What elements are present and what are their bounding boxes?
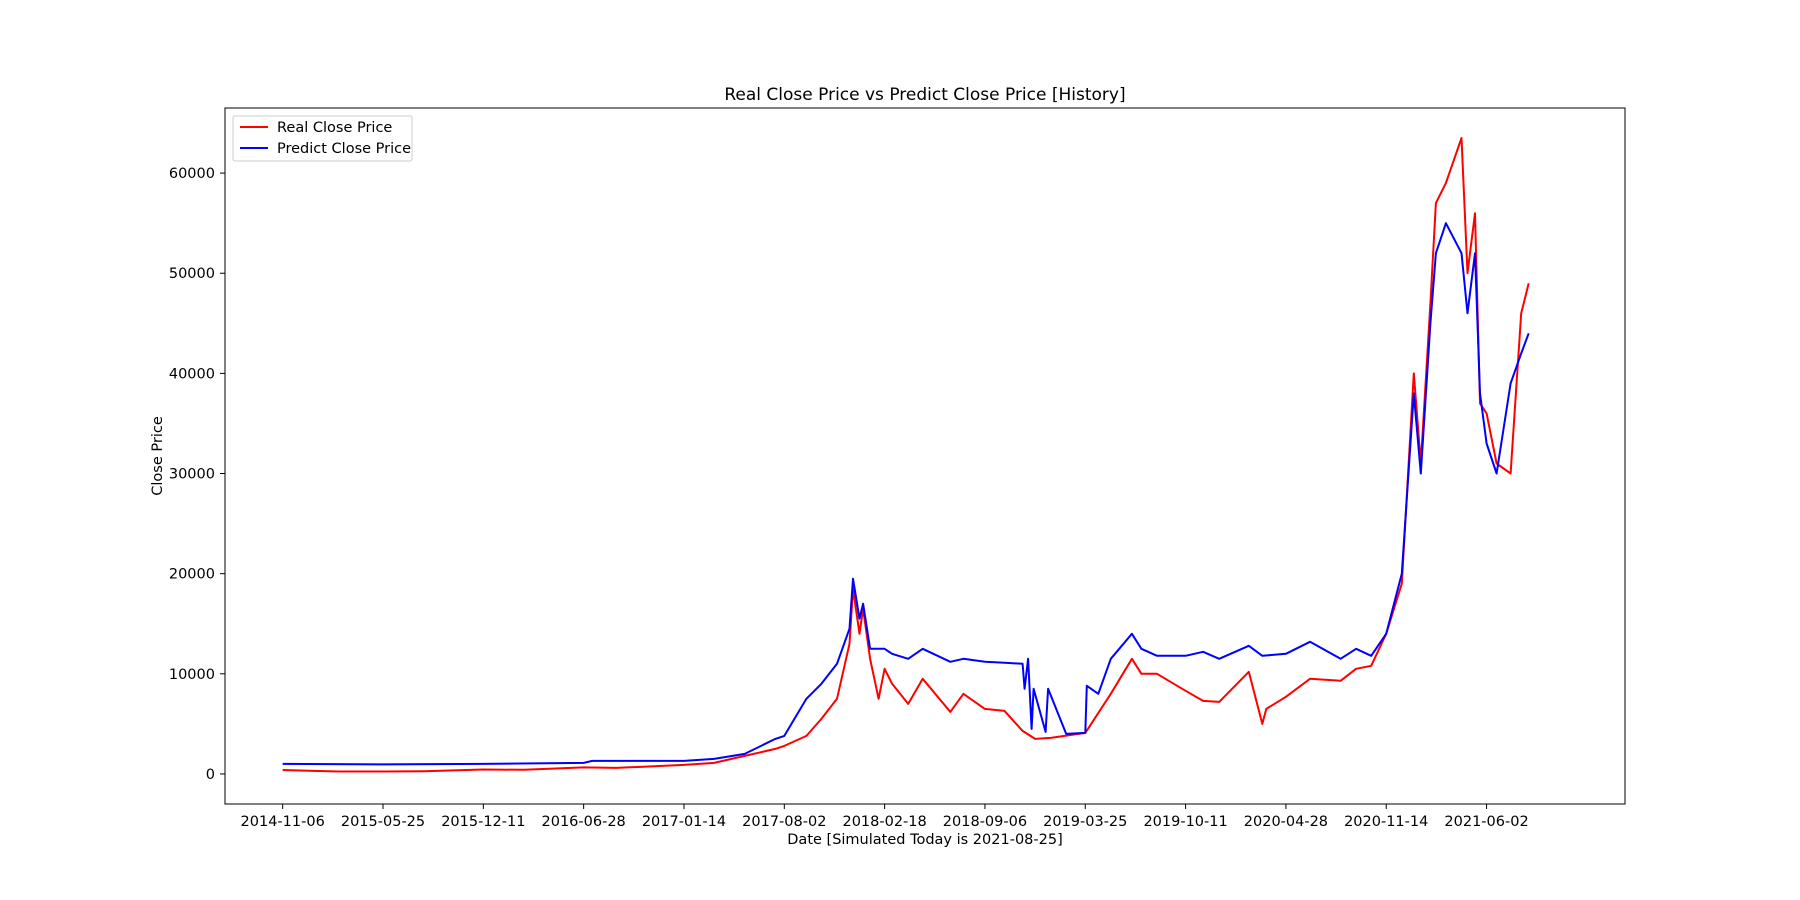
x-axis-label: Date [Simulated Today is 2021-08-25] [787, 832, 1062, 848]
y-tick-label: 0 [206, 767, 215, 783]
x-tick-label: 2020-04-28 [1244, 814, 1328, 830]
x-tick-label: 2017-01-14 [642, 814, 726, 830]
x-tick-label: 2019-10-11 [1143, 814, 1227, 830]
x-tick-label: 2017-08-02 [742, 814, 826, 830]
legend-label-real-close-price: Real Close Price [277, 120, 392, 136]
x-axis: 2014-11-06 2015-05-25 2015-12-11 2016-06-28… [241, 804, 1529, 830]
y-tick-label: 40000 [169, 366, 215, 382]
series-line-real-close-price [282, 137, 1530, 773]
x-tick-label: 2014-11-06 [241, 814, 325, 830]
y-tick-label: 10000 [169, 667, 215, 683]
y-tick-label: 20000 [169, 567, 215, 583]
x-tick-label: 2020-11-14 [1344, 814, 1428, 830]
x-tick-label: 2019-03-25 [1043, 814, 1127, 830]
plot-area [224, 107, 1626, 805]
series-line-predict-close-price [282, 222, 1530, 766]
y-tick-label: 30000 [169, 467, 215, 483]
legend-box [232, 115, 413, 162]
x-tick-label: 2016-06-28 [542, 814, 626, 830]
chart-title: Real Close Price vs Predict Close Price … [724, 85, 1125, 105]
y-axis-label: Close Price [150, 416, 166, 496]
legend-label-predict-close-price: Predict Close Price [277, 141, 411, 157]
x-tick-label: 2018-09-06 [943, 814, 1027, 830]
series-layer [282, 137, 1530, 773]
x-tick-label: 2018-02-18 [842, 814, 926, 830]
y-tick-label: 50000 [169, 266, 215, 282]
x-tick-label: 2015-05-25 [341, 814, 425, 830]
y-axis: 0 10000 20000 30000 40000 50000 60000 [169, 166, 225, 783]
legend: Real Close Price Predict Close Price [232, 115, 413, 162]
x-tick-label: 2015-12-11 [441, 814, 525, 830]
y-tick-label: 60000 [169, 166, 215, 182]
x-tick-label: 2021-06-02 [1444, 814, 1528, 830]
